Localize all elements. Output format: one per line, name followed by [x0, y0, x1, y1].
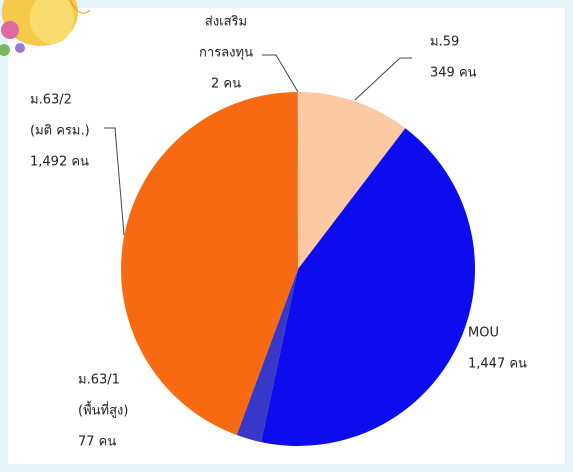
category-label: การลงทุน	[199, 46, 253, 61]
decoration	[0, 0, 91, 56]
category-label: ม.63/2	[30, 93, 72, 108]
slice	[121, 92, 299, 436]
slice	[298, 92, 406, 269]
labels: ม.59 349 คน MOU 1,447 คนม.63/1 (พื้นที่สูง) 7…	[30, 15, 527, 450]
slice	[261, 128, 476, 446]
category-label: ส่งเสริม	[205, 15, 247, 30]
category-label: MOU	[468, 326, 499, 341]
leader-lines	[104, 54, 412, 236]
slice	[297, 92, 298, 269]
value-label: 349 คน	[430, 66, 477, 81]
category-label: (พื้นที่สูง)	[78, 401, 128, 419]
category-label: (มติ ครม.)	[30, 124, 90, 139]
value-label: 2 คน	[211, 77, 241, 92]
category-label: ม.59	[430, 35, 459, 50]
value-label: 1,447 คน	[468, 357, 527, 372]
value-label: 77 คน	[78, 435, 116, 450]
value-label: 1,492 คน	[30, 155, 89, 170]
category-label: ม.63/1	[78, 373, 120, 388]
pie	[121, 92, 476, 446]
slice	[236, 269, 298, 443]
